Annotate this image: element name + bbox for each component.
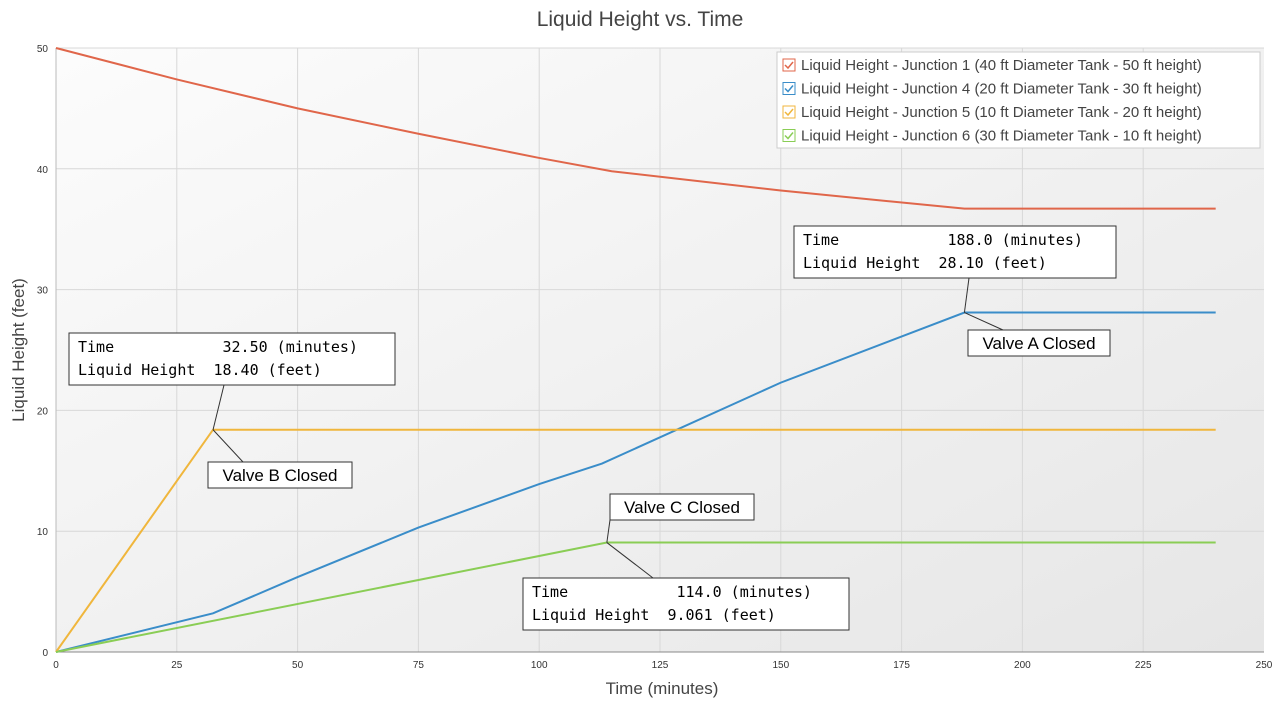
valve-label: Valve A Closed — [982, 334, 1095, 353]
y-tick-label: 20 — [37, 406, 49, 417]
valve-label: Valve B Closed — [223, 466, 338, 485]
legend-box — [776, 51, 1261, 149]
checkmark-icon — [784, 132, 794, 140]
chart-title: Liquid Height vs. Time — [537, 8, 744, 31]
label-leader — [606, 519, 611, 543]
checkmark-icon — [784, 85, 794, 93]
series-line — [55, 311, 1216, 653]
legend-entry: Liquid Height - Junction 1 (40 ft Diamet… — [801, 57, 1202, 74]
x-tick-label: 250 — [1256, 660, 1273, 671]
callout-leader — [606, 542, 654, 579]
annotation: Time 188.0 (minutes) Liquid Height 28.10 … — [793, 225, 1117, 357]
label-leader — [212, 429, 244, 463]
x-tick-label: 225 — [1135, 660, 1152, 671]
x-tick-label: 25 — [171, 660, 183, 671]
callout-text: Liquid Height 28.10 (feet) — [803, 254, 1047, 272]
y-tick-label: 0 — [42, 648, 48, 659]
valve-label: Valve C Closed — [624, 498, 740, 517]
valve-label-box — [609, 493, 755, 521]
x-tick-label: 100 — [531, 660, 548, 671]
y-tick-label: 10 — [37, 527, 49, 538]
legend-entry: Liquid Height - Junction 5 (10 ft Diamet… — [801, 104, 1202, 121]
legend-checkbox — [782, 58, 796, 72]
checkmark-icon — [784, 108, 794, 117]
legend-entry: Liquid Height - Junction 6 (30 ft Diamet… — [801, 128, 1202, 145]
y-tick-label: 40 — [37, 165, 49, 176]
x-tick-label: 175 — [893, 660, 910, 671]
callout-text: Liquid Height 9.061 (feet) — [532, 606, 776, 624]
legend-checkbox — [782, 105, 796, 119]
y-axis-label: Liquid Height (feet) — [9, 278, 28, 422]
legend-checkbox — [782, 82, 796, 95]
valve-label-box — [207, 461, 353, 489]
x-tick-label: 125 — [652, 660, 669, 671]
x-tick-label: 200 — [1014, 660, 1031, 671]
callout-box — [522, 577, 850, 631]
x-tick-label: 75 — [413, 660, 425, 671]
series-line — [55, 47, 1216, 210]
callout-text: Time 32.50 (minutes) — [78, 338, 358, 356]
valve-label-box — [967, 329, 1111, 357]
label-leader — [964, 312, 1004, 331]
callout-leader — [963, 277, 970, 313]
callout-text: Liquid Height 18.40 (feet) — [78, 361, 322, 379]
callout-text: Time 114.0 (minutes) — [532, 583, 812, 601]
x-axis-label: Time (minutes) — [606, 679, 719, 698]
y-tick-label: 30 — [37, 286, 49, 297]
callout-box — [68, 332, 396, 386]
checkmark-icon — [784, 61, 794, 70]
legend-checkbox — [782, 129, 796, 142]
x-tick-label: 150 — [772, 660, 789, 671]
annotation: Time 114.0 (minutes) Liquid Height 9.061 … — [522, 493, 850, 631]
x-tick-label: 0 — [53, 660, 59, 671]
x-tick-label: 50 — [292, 660, 304, 671]
legend-entry: Liquid Height - Junction 4 (20 ft Diamet… — [801, 81, 1202, 98]
callout-leader — [212, 384, 225, 430]
annotation: Time 32.50 (minutes) Liquid Height 18.40 … — [68, 332, 396, 489]
y-tick-label: 50 — [37, 44, 49, 55]
callout-text: Time 188.0 (minutes) — [803, 231, 1083, 249]
callout-box — [793, 225, 1117, 279]
